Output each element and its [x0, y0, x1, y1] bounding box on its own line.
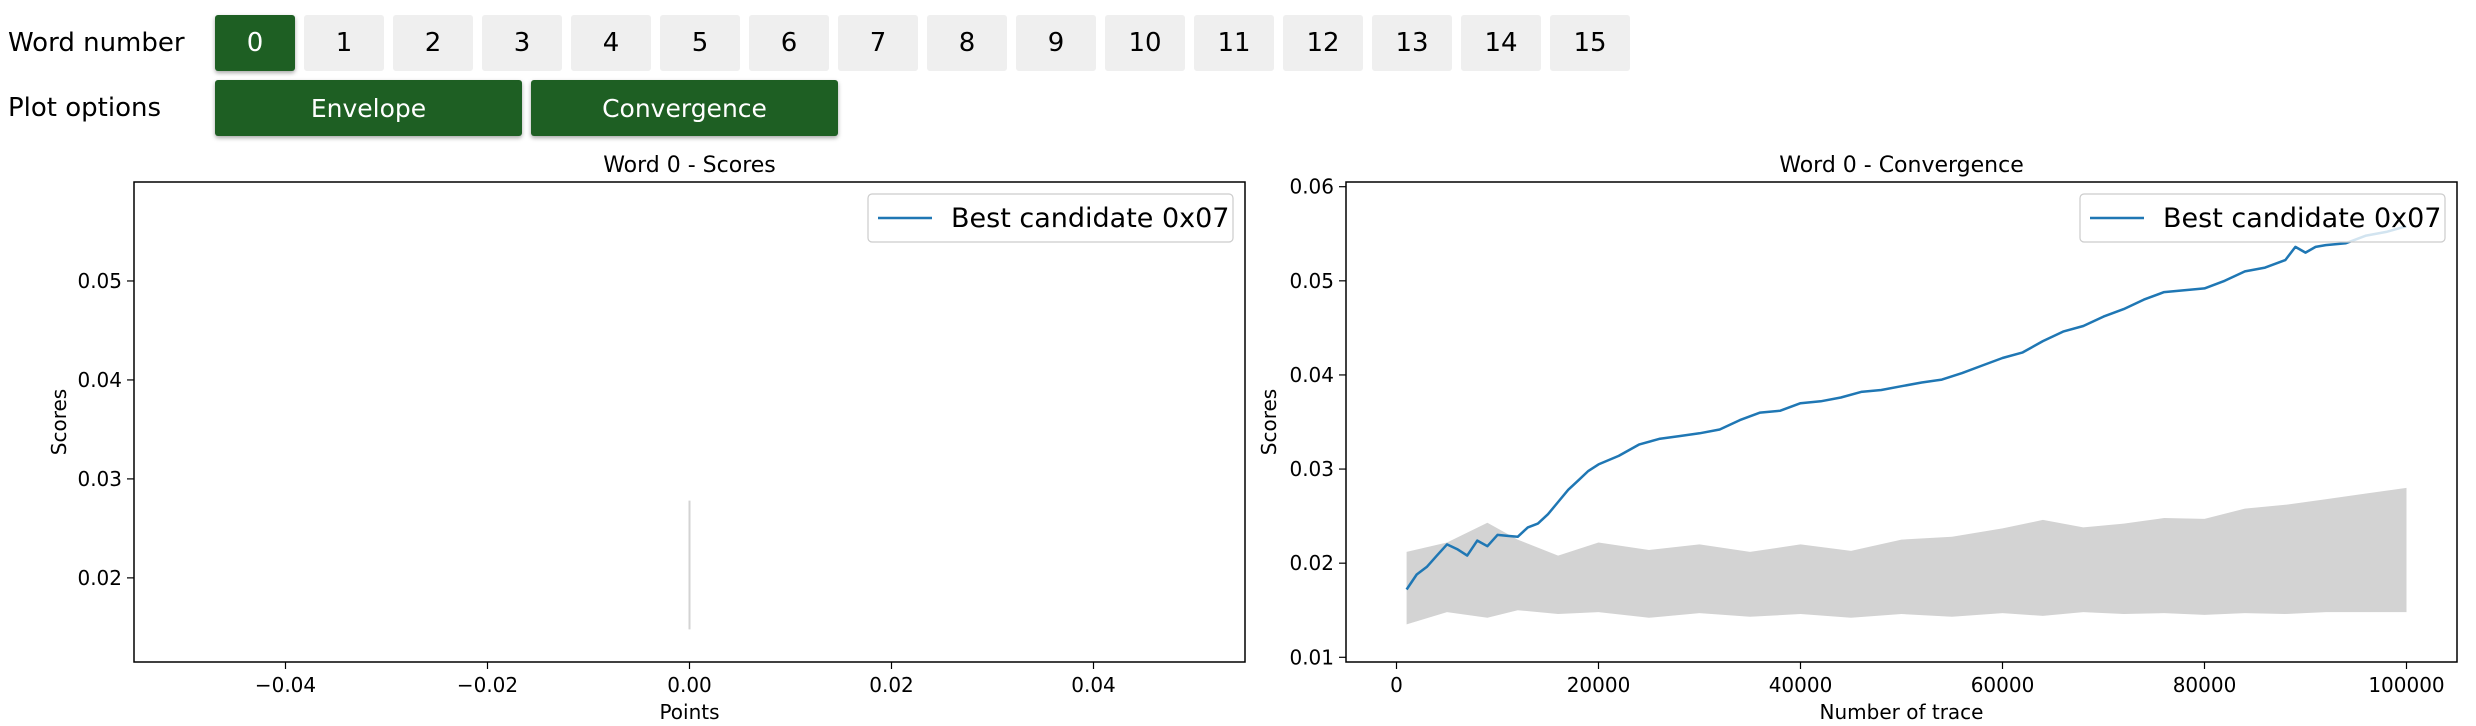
- legend-label: Best candidate 0x07: [951, 203, 1230, 234]
- plot-options-label: Plot options: [8, 93, 162, 123]
- y-tick-label: 0.04: [1289, 363, 1334, 387]
- x-axis-label: Number of trace: [1820, 700, 1984, 724]
- y-tick-label: 0.06: [1289, 175, 1334, 199]
- x-tick-label: 0.00: [667, 673, 712, 697]
- chart-title: Word 0 - Convergence: [1779, 153, 2024, 178]
- y-axis-label: Scores: [1257, 389, 1281, 455]
- x-tick-label: 0.02: [869, 673, 914, 697]
- legend-box: [2079, 193, 2446, 243]
- convergence-chart: Word 0 - Convergence 0 20000 40000 60000 8000…: [1257, 153, 2458, 724]
- x-tick-label: 40000: [1769, 673, 1833, 697]
- x-tick-label: 100000: [2368, 673, 2444, 697]
- legend-box: [867, 193, 1234, 243]
- x-tick-label: −0.02: [457, 673, 518, 697]
- word-number-label: Word number: [8, 28, 185, 58]
- x-tick-label: 0.04: [1071, 673, 1116, 697]
- y-tick-label: 0.02: [1289, 551, 1334, 575]
- word-number-button-6[interactable]: 6: [749, 15, 829, 71]
- legend: Best candidate 0x07: [2079, 193, 2446, 243]
- plot-options-row: Plot options Envelope Convergence: [0, 79, 838, 137]
- word-number-button-0[interactable]: 0: [215, 15, 295, 71]
- word-number-button-8[interactable]: 8: [927, 15, 1007, 71]
- word-number-button-10[interactable]: 10: [1105, 15, 1185, 71]
- word-number-button-14[interactable]: 14: [1461, 15, 1541, 71]
- word-number-button-4[interactable]: 4: [571, 15, 651, 71]
- word-number-button-11[interactable]: 11: [1194, 15, 1274, 71]
- word-number-button-5[interactable]: 5: [660, 15, 740, 71]
- word-number-button-7[interactable]: 7: [838, 15, 918, 71]
- plot-option-envelope-button[interactable]: Envelope: [215, 80, 522, 136]
- envelope-area: [1406, 487, 2407, 625]
- x-axis-label: Points: [659, 700, 719, 724]
- word-number-button-9[interactable]: 9: [1016, 15, 1096, 71]
- x-tick-label: 0: [1390, 673, 1403, 697]
- y-tick-label: 0.03: [77, 467, 122, 491]
- y-tick-label: 0.01: [1289, 645, 1334, 669]
- word-number-button-13[interactable]: 13: [1372, 15, 1452, 71]
- word-number-button-15[interactable]: 15: [1550, 15, 1630, 71]
- word-number-buttons: 0 1 2 3 4 5 6 7 8 9 10 11 12 13 14 15: [215, 15, 1630, 71]
- legend: Best candidate 0x07: [867, 193, 1234, 243]
- x-tick-label: 20000: [1567, 673, 1631, 697]
- charts-area: Word 0 - Scores −0.04 −0.02 0.00 0.02 0.04 0.0…: [47, 153, 2458, 724]
- y-axis-label: Scores: [47, 389, 71, 455]
- y-tick-label: 0.04: [77, 368, 122, 392]
- series-line-0: [1405, 224, 2407, 591]
- plot-option-buttons: Envelope Convergence: [215, 80, 838, 136]
- y-tick-label: 0.05: [77, 269, 122, 293]
- scores-chart: Word 0 - Scores −0.04 −0.02 0.00 0.02 0.04 0.0…: [47, 153, 1246, 724]
- word-number-button-2[interactable]: 2: [393, 15, 473, 71]
- chart-title: Word 0 - Scores: [603, 153, 776, 178]
- x-tick-label: −0.04: [255, 673, 316, 697]
- plot-option-convergence-button[interactable]: Convergence: [531, 80, 838, 136]
- x-tick-label: 80000: [2173, 673, 2237, 697]
- word-number-button-12[interactable]: 12: [1283, 15, 1363, 71]
- y-tick-label: 0.03: [1289, 457, 1334, 481]
- word-number-row: Word number 0 1 2 3 4 5 6 7 8 9 10 11 12 13 14 15: [0, 14, 1630, 72]
- y-tick-label: 0.05: [1289, 269, 1334, 293]
- plot-frame: [1345, 181, 2458, 663]
- x-tick-label: 60000: [1971, 673, 2035, 697]
- y-tick-label: 0.02: [77, 566, 122, 590]
- legend-label: Best candidate 0x07: [2163, 203, 2442, 234]
- word-number-button-1[interactable]: 1: [304, 15, 384, 71]
- word-number-button-3[interactable]: 3: [482, 15, 562, 71]
